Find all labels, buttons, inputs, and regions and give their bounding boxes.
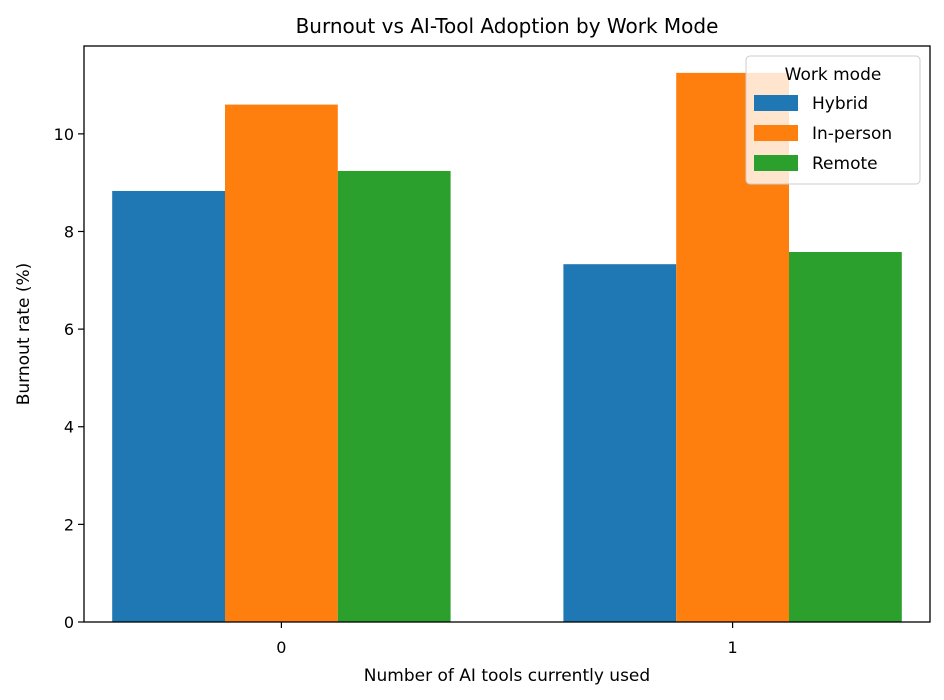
y-tick-label: 8: [64, 222, 74, 241]
y-tick-label: 0: [64, 613, 74, 632]
chart-title: Burnout vs AI-Tool Adoption by Work Mode: [296, 14, 719, 38]
y-tick-label: 6: [64, 320, 74, 339]
legend-swatch-hybrid: [754, 95, 798, 111]
legend-title: Work mode: [785, 65, 882, 85]
legend: Work mode Hybrid In-person Remote: [745, 55, 921, 185]
y-tick-label: 10: [54, 125, 74, 144]
legend-label-remote: Remote: [812, 154, 878, 174]
y-tick-label: 4: [64, 418, 74, 437]
legend-swatch-in-person: [754, 125, 798, 141]
x-axis-label: Number of AI tools currently used: [364, 666, 650, 686]
legend-label-hybrid: Hybrid: [812, 94, 868, 114]
y-axis-label: Burnout rate (%): [14, 263, 34, 406]
legend-swatch-remote: [754, 155, 798, 171]
bar-remote-0: [337, 170, 451, 622]
bar-hybrid-0: [112, 190, 225, 623]
plot-frame: [83, 45, 931, 623]
x-tick-label: 1: [728, 638, 738, 657]
x-tick-label: 0: [276, 638, 286, 657]
legend-label-in-person: In-person: [812, 124, 892, 144]
bar-remote-1: [789, 251, 902, 623]
legend-box: [745, 55, 921, 185]
bar-hybrid-1: [563, 264, 677, 622]
bar-in-person-0: [225, 104, 338, 622]
y-tick-label: 2: [64, 515, 74, 534]
legend-items: Hybrid In-person Remote: [754, 94, 892, 174]
y-axis-ticks: 0 2 4 6 8 10: [54, 125, 84, 632]
